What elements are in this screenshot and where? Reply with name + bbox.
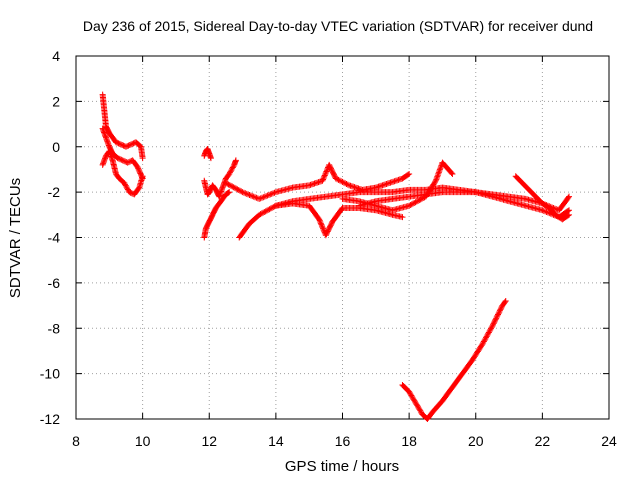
series-arc-12h-b bbox=[201, 146, 214, 162]
x-tick-label: 24 bbox=[601, 433, 617, 449]
series-arc-early-low bbox=[99, 148, 146, 198]
y-tick-labels: -12 -10 -8 -6 -4 -2 0 2 4 bbox=[40, 48, 60, 427]
x-tick-label: 10 bbox=[135, 433, 151, 449]
y-tick-label: -2 bbox=[48, 184, 61, 200]
series-arc-early-high bbox=[99, 91, 146, 162]
y-tick-label: 0 bbox=[52, 139, 60, 155]
x-tick-label: 20 bbox=[468, 433, 484, 449]
series-arc-band-cross bbox=[356, 189, 573, 221]
series-arc-band-rise bbox=[339, 159, 456, 214]
axis-ticks bbox=[75, 55, 610, 420]
y-tick-label: -8 bbox=[48, 320, 61, 336]
y-tick-label: -4 bbox=[48, 230, 61, 246]
chart-title: Day 236 of 2015, Sidereal Day-to-day VTE… bbox=[83, 18, 593, 34]
x-tick-label: 8 bbox=[72, 433, 80, 449]
y-axis-label: SDTVAR / TECUs bbox=[7, 178, 24, 298]
series-arc-late bbox=[512, 173, 573, 223]
series-arc-deep bbox=[399, 298, 509, 422]
y-tick-label: -12 bbox=[40, 411, 60, 427]
y-tick-label: 2 bbox=[52, 93, 60, 109]
series-arc-12h-a bbox=[201, 157, 239, 200]
x-tick-label: 12 bbox=[201, 433, 217, 449]
grid bbox=[76, 56, 609, 419]
y-tick-label: -10 bbox=[40, 366, 60, 382]
x-tick-label: 18 bbox=[401, 433, 417, 449]
x-tick-labels: 8 10 12 14 16 18 20 22 24 bbox=[72, 433, 617, 449]
series-arc-early-mid bbox=[99, 125, 146, 182]
series-arc-band-low bbox=[272, 200, 406, 239]
y-tick-label: -6 bbox=[48, 275, 61, 291]
x-tick-label: 22 bbox=[535, 433, 551, 449]
y-tick-label: 4 bbox=[52, 48, 60, 64]
x-tick-label: 14 bbox=[268, 433, 284, 449]
data-points bbox=[99, 91, 573, 422]
series-arc-12h-c bbox=[201, 189, 233, 241]
x-tick-label: 16 bbox=[335, 433, 351, 449]
series-arc-band-mid bbox=[236, 184, 573, 241]
x-axis-label: GPS time / hours bbox=[285, 458, 399, 475]
